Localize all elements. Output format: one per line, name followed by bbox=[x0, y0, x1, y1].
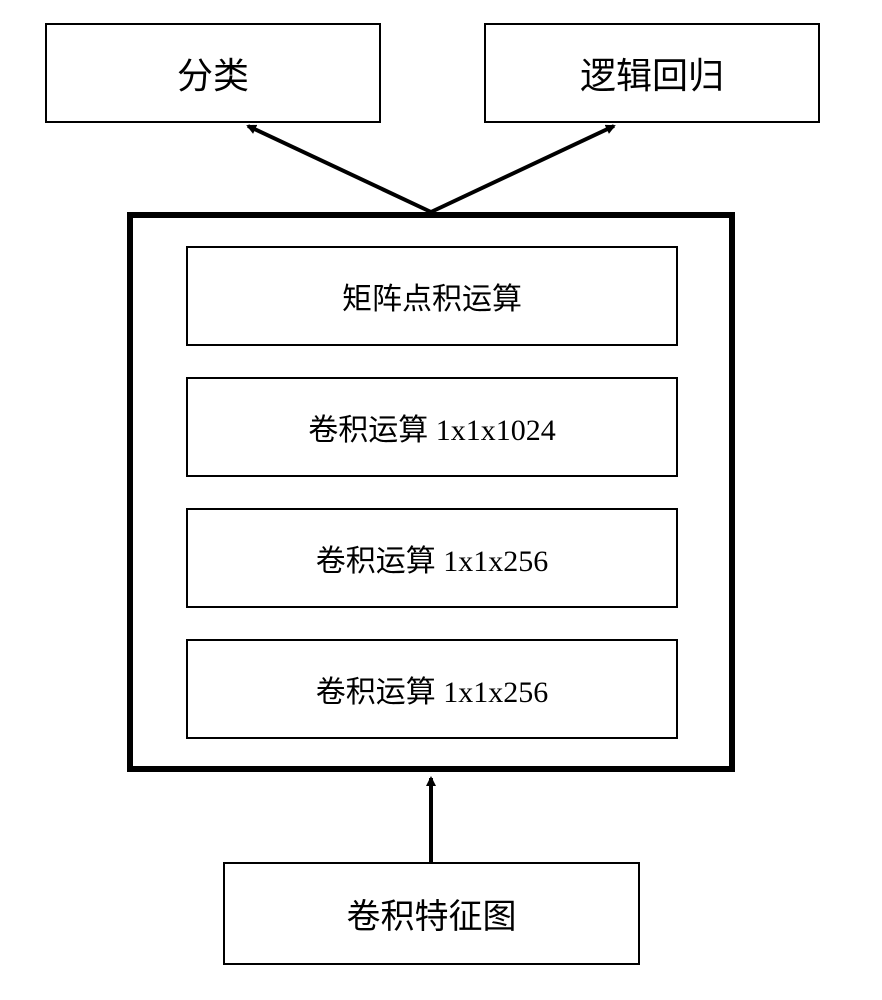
arrow-input-to-main bbox=[0, 0, 882, 1000]
